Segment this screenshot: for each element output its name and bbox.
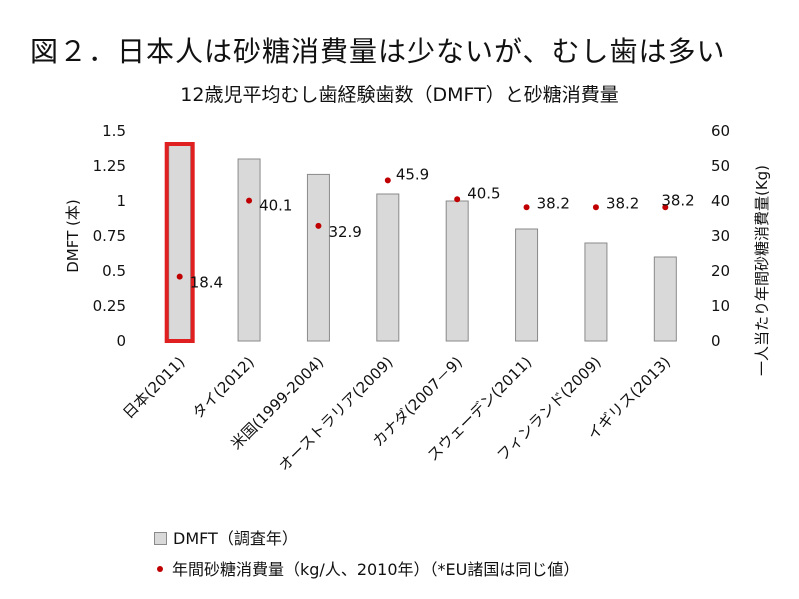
category-label-1: タイ(2012) [189,353,258,422]
data-label-7: 38.2 [661,191,694,209]
legend-item-sugar: 年間砂糖消費量（kg/人、2010年）（*EU諸国は同じ値） [154,556,579,580]
bar-1 [237,158,261,342]
category-label-0: 日本(2011) [119,353,188,422]
data-label-6: 38.2 [606,194,639,212]
y2-tick-label: 20 [711,262,730,280]
data-label-4: 40.5 [467,184,500,202]
category-label-3: オーストラリア(2009) [275,353,397,475]
sugar-point-2 [315,222,322,229]
y-axis-label: DMFT (本) [64,199,82,273]
data-label-1: 40.1 [259,197,292,215]
bar-6 [584,242,608,342]
data-label-0: 18.4 [190,274,223,292]
y-tick-label: 0.25 [93,297,126,315]
sugar-point-4 [454,196,461,203]
legend-label-dmft: DMFT（調査年） [173,529,298,548]
y-tick-label: 0.75 [93,227,126,245]
bar-2 [306,173,330,342]
sugar-point-7 [662,204,669,211]
y2-axis-label: 一人当たり年間砂糖消費量(Kg) [753,165,771,376]
legend-bar-swatch [154,532,167,545]
legend-label-sugar: 年間砂糖消費量（kg/人、2010年）（*EU諸国は同じ値） [172,560,580,579]
y-tick-label: 0.5 [102,262,126,280]
bar-4 [445,200,469,342]
bar-0 [168,144,192,342]
y2-tick-label: 40 [711,192,730,210]
y-tick-label: 1.25 [93,157,126,175]
legend-item-dmft: DMFT（調査年） [154,525,298,549]
highlight-box [164,142,195,343]
sugar-point-0 [176,273,183,280]
data-label-3: 45.9 [396,165,429,183]
y2-tick-label: 60 [711,122,730,140]
legend-dot-swatch [157,566,163,572]
y2-tick-label: 50 [711,157,730,175]
y-tick-label: 1 [116,192,126,210]
data-label-5: 38.2 [537,194,570,212]
y2-tick-label: 10 [711,297,730,315]
sugar-point-5 [523,204,530,211]
y2-tick-label: 30 [711,227,730,245]
slide-title: 図２．日本人は砂糖消費量は少ないが、むし歯は多い [30,35,726,68]
chart-title: 12歳児平均むし歯経験歯数（DMFT）と砂糖消費量 [180,84,619,106]
bar-3 [376,193,400,342]
sugar-point-3 [384,177,391,184]
bar-7 [653,256,677,342]
data-label-2: 32.9 [328,223,361,241]
y-tick-label: 1.5 [102,122,126,140]
y2-tick-label: 0 [711,332,721,350]
sugar-point-1 [246,197,253,204]
bar-5 [515,228,539,342]
sugar-point-6 [592,204,599,211]
y-tick-label: 0 [116,332,126,350]
